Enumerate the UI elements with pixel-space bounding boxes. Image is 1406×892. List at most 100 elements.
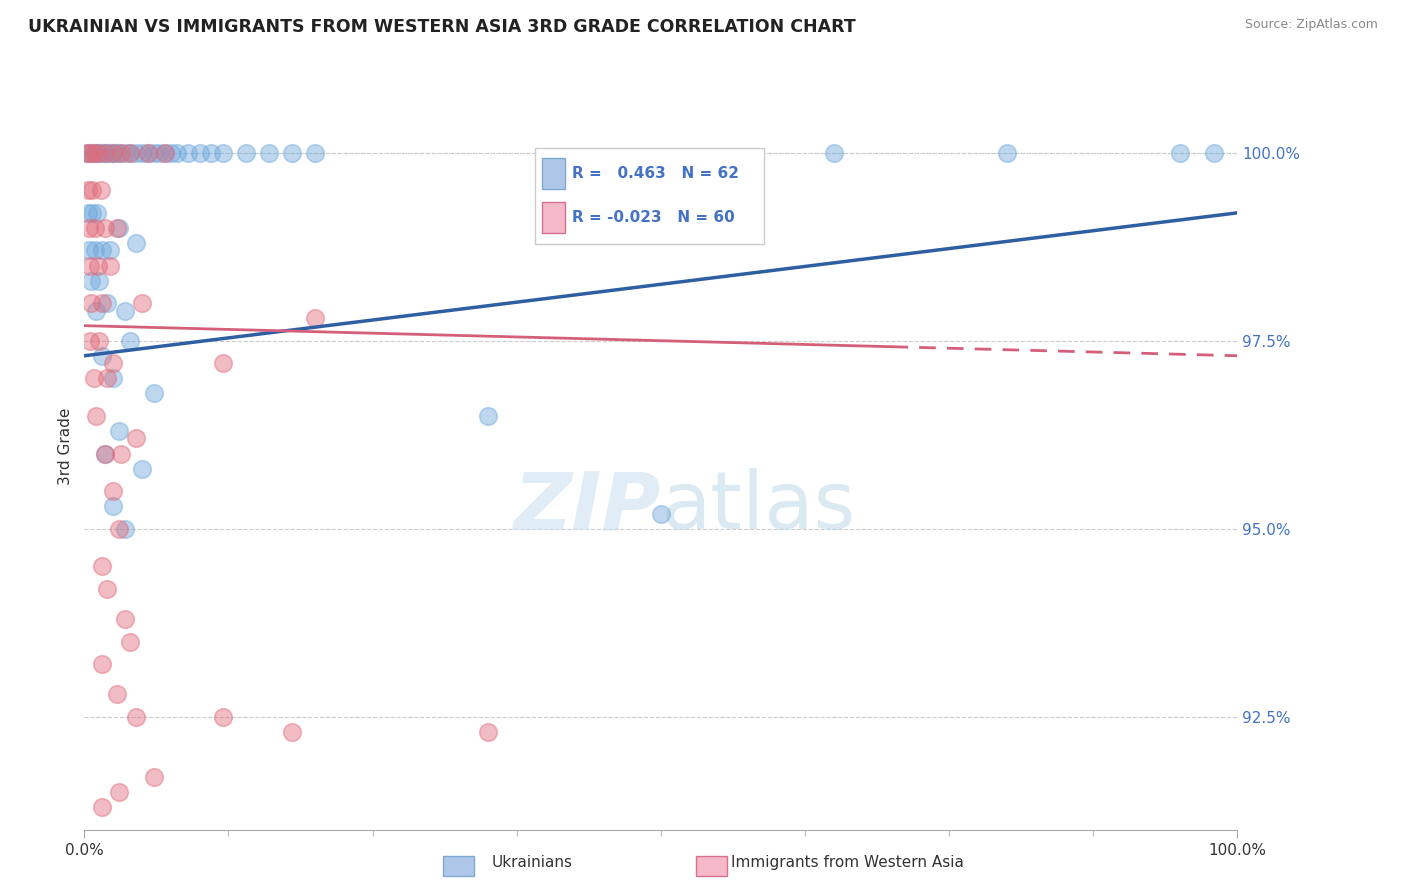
Point <box>211 145 233 160</box>
Point <box>114 145 136 160</box>
Point <box>160 145 183 160</box>
Point <box>90 244 112 258</box>
Point <box>995 145 1018 160</box>
Point <box>103 371 124 385</box>
Point <box>79 145 101 160</box>
Point <box>96 582 118 596</box>
Point <box>114 522 136 536</box>
Point <box>477 409 499 423</box>
Point <box>120 145 142 160</box>
Point <box>94 220 117 235</box>
Point <box>83 371 105 385</box>
Point <box>84 145 107 160</box>
Point <box>304 311 326 326</box>
Point <box>76 183 98 197</box>
Point <box>281 145 304 160</box>
Point <box>76 206 98 220</box>
Point <box>76 145 98 160</box>
Point <box>80 274 103 288</box>
Point <box>90 559 112 574</box>
Point <box>131 145 153 160</box>
Bar <box>543 158 565 188</box>
Text: Source: ZipAtlas.com: Source: ZipAtlas.com <box>1244 18 1378 31</box>
Point <box>103 499 124 513</box>
Point <box>114 612 136 626</box>
Point <box>477 724 499 739</box>
Point <box>105 687 128 701</box>
Bar <box>543 202 565 233</box>
FancyBboxPatch shape <box>536 148 765 244</box>
Point <box>94 446 117 460</box>
Point <box>177 145 200 160</box>
Point <box>89 183 111 197</box>
Text: R = -0.023   N = 60: R = -0.023 N = 60 <box>572 210 735 225</box>
Point <box>110 446 132 460</box>
Point <box>77 220 100 235</box>
Point <box>76 145 98 160</box>
Point <box>114 303 136 318</box>
Point <box>79 259 101 273</box>
Point <box>84 303 107 318</box>
Point <box>105 145 128 160</box>
Point <box>125 145 148 160</box>
Point <box>281 724 304 739</box>
Point <box>83 145 105 160</box>
Point <box>108 785 131 799</box>
Point <box>108 424 131 438</box>
Point <box>87 259 110 273</box>
Text: UKRAINIAN VS IMMIGRANTS FROM WESTERN ASIA 3RD GRADE CORRELATION CHART: UKRAINIAN VS IMMIGRANTS FROM WESTERN ASI… <box>28 18 856 36</box>
Point <box>94 145 117 160</box>
Point <box>87 145 110 160</box>
Point <box>103 484 124 499</box>
Point <box>83 145 105 160</box>
Point <box>84 409 107 423</box>
Point <box>90 800 112 814</box>
Point <box>98 244 121 258</box>
Point <box>103 356 124 370</box>
Point <box>257 145 280 160</box>
Point <box>131 461 153 475</box>
Point <box>89 274 111 288</box>
Text: atlas: atlas <box>661 468 855 547</box>
Point <box>125 710 148 724</box>
Point <box>100 145 122 160</box>
Point <box>125 235 148 250</box>
Point <box>120 145 142 160</box>
Point <box>82 183 104 197</box>
Point <box>90 657 112 672</box>
Point <box>96 296 118 310</box>
Point <box>96 371 118 385</box>
Point <box>153 145 176 160</box>
Point <box>136 145 159 160</box>
Point <box>142 386 165 401</box>
Point <box>94 446 117 460</box>
Point <box>80 296 103 310</box>
Point <box>200 145 222 160</box>
Point <box>103 145 124 160</box>
Point <box>90 296 112 310</box>
Point <box>103 145 124 160</box>
Y-axis label: 3rd Grade: 3rd Grade <box>58 408 73 484</box>
Point <box>105 220 128 235</box>
Point <box>120 334 142 348</box>
Point <box>94 145 117 160</box>
Point <box>83 220 105 235</box>
Point <box>211 356 233 370</box>
Point <box>120 634 142 648</box>
Point <box>235 145 257 160</box>
Point <box>108 145 131 160</box>
Point <box>87 145 110 160</box>
Text: Immigrants from Western Asia: Immigrants from Western Asia <box>731 855 965 870</box>
Point <box>98 259 121 273</box>
Point <box>125 432 148 446</box>
Point <box>188 145 211 160</box>
Point <box>304 145 326 160</box>
Text: ZIP: ZIP <box>513 468 661 547</box>
Point <box>166 145 188 160</box>
Text: R =   0.463   N = 62: R = 0.463 N = 62 <box>572 166 740 181</box>
Point <box>131 296 153 310</box>
Point <box>211 710 233 724</box>
Point <box>89 334 111 348</box>
Point <box>86 206 108 220</box>
Point <box>1204 145 1226 160</box>
